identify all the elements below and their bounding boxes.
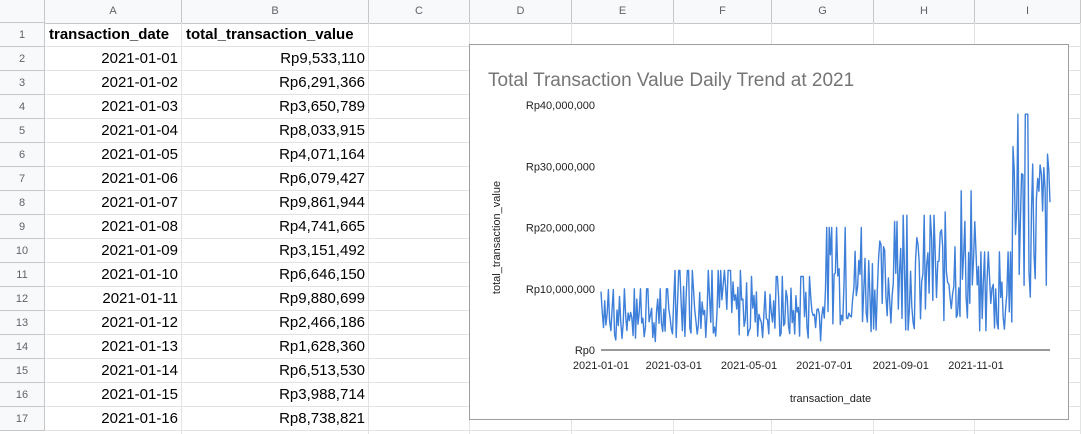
cell-value[interactable]: Rp2,466,186	[279, 314, 365, 331]
row-header-4[interactable]: 4	[0, 95, 45, 119]
row-header-10[interactable]: 10	[0, 239, 45, 263]
cell-value[interactable]: Rp6,079,427	[279, 170, 365, 187]
cell-date[interactable]: 2021-01-06	[101, 170, 178, 187]
grid-line	[368, 23, 369, 434]
cell-date[interactable]: 2021-01-05	[101, 146, 178, 163]
cell-a1-header[interactable]: transaction_date	[49, 26, 170, 43]
grid-line	[45, 430, 1081, 431]
column-header-i[interactable]: I	[975, 0, 1081, 23]
chart-svg: Total Transaction Value Daily Trend at 2…	[488, 70, 1051, 405]
cell-value[interactable]: Rp9,880,699	[279, 290, 365, 307]
column-header-h[interactable]: H	[874, 0, 975, 23]
row-header-14[interactable]: 14	[0, 335, 45, 359]
y-tick-label: Rp30,000,000	[526, 161, 595, 173]
grid-line	[181, 23, 182, 434]
cell-date[interactable]: 2021-01-01	[101, 50, 178, 67]
x-tick-label: 2021-01-01	[573, 360, 629, 372]
y-axis-title: total_transaction_value	[491, 181, 503, 294]
select-all-corner[interactable]	[0, 0, 45, 23]
row-header-1[interactable]: 1	[0, 23, 45, 47]
x-tick-label: 2021-03-01	[646, 360, 702, 372]
row-header-6[interactable]: 6	[0, 143, 45, 167]
cell-date[interactable]: 2021-01-04	[101, 122, 178, 139]
row-header-17[interactable]: 17	[0, 407, 45, 431]
column-header-a[interactable]: A	[45, 0, 182, 23]
x-tick-label: 2021-05-01	[721, 360, 777, 372]
cell-value[interactable]: Rp6,291,366	[279, 74, 365, 91]
cell-date[interactable]: 2021-01-08	[101, 218, 178, 235]
x-tick-label: 2021-11-01	[948, 360, 1003, 372]
cell-date[interactable]: 2021-01-02	[101, 74, 178, 91]
column-header-d[interactable]: D	[470, 0, 572, 23]
x-axis-title: transaction_date	[790, 393, 871, 405]
column-header-bar	[0, 0, 1081, 24]
cell-date[interactable]: 2021-01-07	[101, 194, 178, 211]
cell-value[interactable]: Rp3,988,714	[279, 386, 365, 403]
column-header-e[interactable]: E	[572, 0, 674, 23]
y-tick-label: Rp20,000,000	[526, 223, 595, 235]
y-tick-label: Rp0	[575, 345, 595, 357]
cell-value[interactable]: Rp1,628,360	[279, 338, 365, 355]
row-header-16[interactable]: 16	[0, 383, 45, 407]
cell-date[interactable]: 2021-01-14	[101, 362, 178, 379]
cell-date[interactable]: 2021-01-15	[101, 386, 178, 403]
row-header-8[interactable]: 8	[0, 191, 45, 215]
cell-date[interactable]: 2021-01-13	[101, 338, 178, 355]
cell-value[interactable]: Rp9,861,944	[279, 194, 365, 211]
column-header-g[interactable]: G	[772, 0, 874, 23]
cell-value[interactable]: Rp4,071,164	[279, 146, 365, 163]
row-header-9[interactable]: 9	[0, 215, 45, 239]
cell-date[interactable]: 2021-01-10	[101, 266, 178, 283]
cell-value[interactable]: Rp8,738,821	[279, 410, 365, 427]
line-chart[interactable]: Total Transaction Value Daily Trend at 2…	[469, 44, 1069, 420]
row-header-7[interactable]: 7	[0, 167, 45, 191]
y-tick-label: Rp40,000,000	[526, 100, 595, 112]
column-header-b[interactable]: B	[182, 0, 369, 23]
row-header-3[interactable]: 3	[0, 71, 45, 95]
cell-value[interactable]: Rp4,741,665	[279, 218, 365, 235]
x-tick-label: 2021-09-01	[873, 360, 929, 372]
series-line	[600, 113, 1051, 343]
cell-date[interactable]: 2021-01-09	[101, 242, 178, 259]
cell-date[interactable]: 2021-01-12	[101, 314, 178, 331]
row-header-12[interactable]: 12	[0, 287, 45, 311]
y-tick-label: Rp10,000,000	[526, 284, 595, 296]
row-header-2[interactable]: 2	[0, 47, 45, 71]
cell-date[interactable]: 2021-01-03	[101, 98, 178, 115]
row-header-13[interactable]: 13	[0, 311, 45, 335]
column-header-c[interactable]: C	[369, 0, 470, 23]
column-header-f[interactable]: F	[674, 0, 772, 23]
x-tick-label: 2021-07-01	[796, 360, 852, 372]
cell-date[interactable]: 2021-01-11	[102, 290, 178, 307]
chart-title: Total Transaction Value Daily Trend at 2…	[488, 70, 854, 91]
cell-b1-header[interactable]: total_transaction_value	[186, 26, 354, 43]
row-header-15[interactable]: 15	[0, 359, 45, 383]
cell-value[interactable]: Rp8,033,915	[279, 122, 365, 139]
cell-value[interactable]: Rp3,151,492	[279, 242, 365, 259]
row-header-5[interactable]: 5	[0, 119, 45, 143]
cell-value[interactable]: Rp9,533,110	[280, 50, 365, 67]
cell-value[interactable]: Rp6,513,530	[279, 362, 365, 379]
cell-value[interactable]: Rp3,650,789	[279, 98, 365, 115]
cell-date[interactable]: 2021-01-16	[101, 410, 178, 427]
row-header-11[interactable]: 11	[0, 263, 45, 287]
cell-value[interactable]: Rp6,646,150	[279, 266, 365, 283]
